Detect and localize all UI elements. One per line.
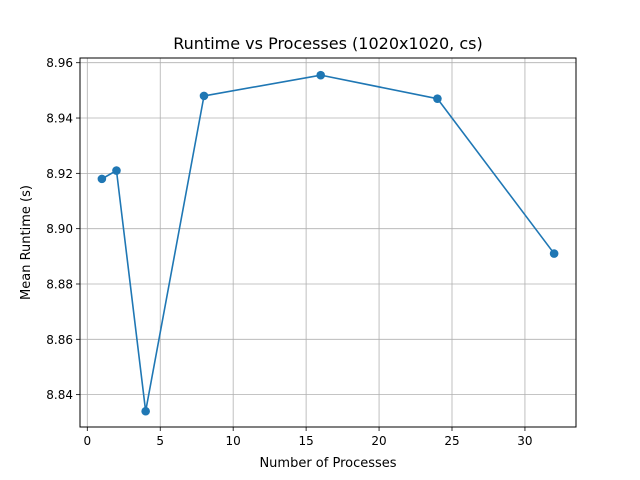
data-point xyxy=(112,166,121,175)
x-tick-label: 10 xyxy=(226,434,241,448)
y-axis-label: Mean Runtime (s) xyxy=(19,185,34,300)
x-tick-label: 0 xyxy=(83,434,91,448)
x-tick-label: 20 xyxy=(371,434,386,448)
data-point xyxy=(433,94,442,103)
x-tick-label: 30 xyxy=(517,434,532,448)
y-tick-label: 8.84 xyxy=(46,388,73,402)
x-tick-label: 25 xyxy=(444,434,459,448)
plot-frame xyxy=(79,57,577,428)
data-point xyxy=(97,174,107,184)
x-tick-label: 15 xyxy=(298,434,313,448)
grid xyxy=(80,58,576,427)
y-tick-label: 8.90 xyxy=(46,222,73,236)
y-tick-label: 8.86 xyxy=(46,333,73,347)
y-tick-label: 8.92 xyxy=(46,167,73,181)
y-tick-label: 8.88 xyxy=(46,277,73,291)
y-tick-label: 8.94 xyxy=(46,112,73,126)
plot-area xyxy=(97,70,559,416)
ticks: 0 5 10 15 20 25 30 8.84 8.86 8.88 8.90 8.92 8.94 8.96 xyxy=(46,56,532,448)
data-point xyxy=(316,70,326,80)
chart-title: Runtime vs Processes (1020x1020, cs) xyxy=(173,34,482,53)
x-axis-label: Number of Processes xyxy=(259,456,396,471)
y-tick-label: 8.96 xyxy=(46,56,73,70)
data-point xyxy=(199,91,209,101)
data-point xyxy=(549,249,559,258)
data-point xyxy=(141,406,150,416)
x-tick-label: 5 xyxy=(156,434,164,448)
